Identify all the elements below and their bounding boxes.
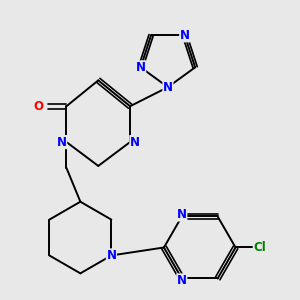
- Text: O: O: [34, 100, 44, 113]
- Text: N: N: [136, 61, 146, 74]
- Text: Cl: Cl: [254, 241, 267, 254]
- Text: N: N: [163, 81, 173, 94]
- Text: N: N: [130, 136, 140, 148]
- Text: N: N: [177, 208, 187, 221]
- Text: N: N: [180, 29, 190, 42]
- Text: N: N: [177, 274, 187, 287]
- Text: N: N: [106, 249, 116, 262]
- Text: N: N: [57, 136, 67, 148]
